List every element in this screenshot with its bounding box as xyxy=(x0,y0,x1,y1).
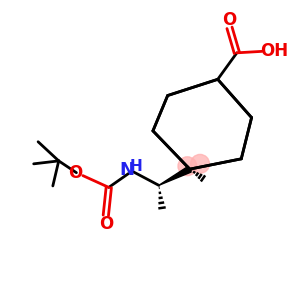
Text: OH: OH xyxy=(260,42,288,60)
Circle shape xyxy=(190,154,209,173)
Polygon shape xyxy=(159,166,191,185)
Text: H: H xyxy=(130,159,142,174)
Text: O: O xyxy=(222,11,237,28)
Text: O: O xyxy=(68,164,83,182)
Circle shape xyxy=(178,157,197,176)
Text: N: N xyxy=(120,161,135,179)
Text: O: O xyxy=(99,214,113,232)
